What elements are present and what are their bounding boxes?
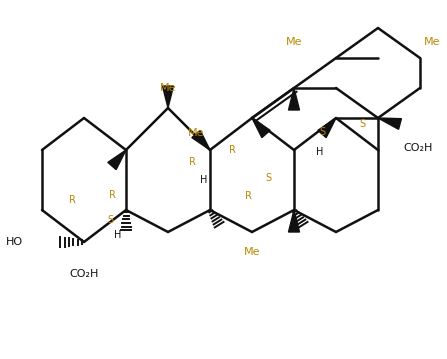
Text: R: R [68, 195, 76, 205]
Text: R: R [109, 190, 115, 200]
Polygon shape [163, 86, 173, 108]
Text: R: R [189, 157, 195, 167]
Polygon shape [288, 210, 299, 232]
Polygon shape [288, 88, 299, 110]
Text: CO₂H: CO₂H [403, 143, 433, 153]
Text: S: S [359, 119, 365, 129]
Text: H: H [316, 147, 324, 157]
Text: H: H [114, 230, 122, 240]
Text: R: R [245, 191, 251, 201]
Text: Me: Me [160, 83, 176, 93]
Text: R: R [228, 145, 236, 155]
Text: Me: Me [244, 247, 260, 257]
Text: S: S [319, 127, 325, 137]
Text: HO: HO [5, 237, 22, 247]
Polygon shape [252, 118, 270, 137]
Polygon shape [378, 118, 401, 129]
Text: Me: Me [286, 37, 302, 47]
Text: CO₂H: CO₂H [69, 269, 99, 279]
Polygon shape [318, 118, 336, 137]
Text: H: H [200, 175, 208, 185]
Text: S: S [265, 173, 271, 183]
Text: Me: Me [188, 128, 204, 138]
Text: Me: Me [424, 37, 440, 47]
Polygon shape [192, 130, 210, 150]
Text: S: S [107, 215, 113, 225]
Polygon shape [108, 150, 126, 169]
